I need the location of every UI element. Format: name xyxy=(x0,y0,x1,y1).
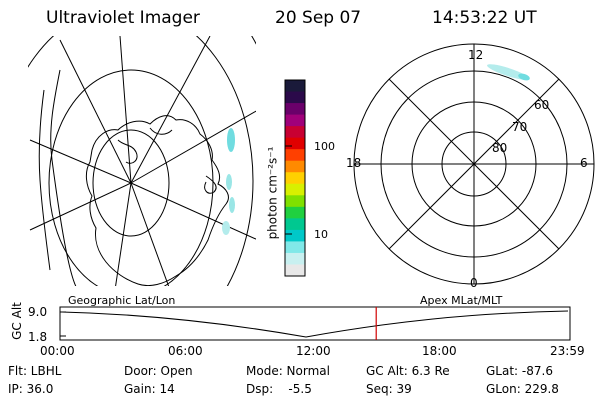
colorbar-band xyxy=(285,195,305,208)
mlat-label-80: 80 xyxy=(492,141,508,155)
colorbar-tick-100: 100 xyxy=(314,140,335,153)
timeline-ytick-low: 1.8 xyxy=(28,330,48,344)
status-gain: Gain: 14 xyxy=(124,382,175,396)
mlat-label-70: 70 xyxy=(512,120,528,134)
colorbar-band xyxy=(285,103,305,116)
status-seq: Seq: 39 xyxy=(366,382,412,396)
status-glon: GLon: 229.8 xyxy=(486,382,559,396)
colorbar-band xyxy=(285,218,305,231)
colorbar-tick-10: 10 xyxy=(314,228,328,241)
colorbar-band xyxy=(285,206,305,219)
colorbar-band xyxy=(285,241,305,254)
timeline-xtick-0600: 06:00 xyxy=(168,344,203,358)
timeline-xtick-1200: 12:00 xyxy=(296,344,331,358)
colorbar-band xyxy=(285,137,305,150)
colorbar-band xyxy=(285,126,305,139)
timeline-xtick-2359: 23:59 xyxy=(550,344,585,358)
colorbar-band xyxy=(285,160,305,173)
status-ip: IP: 36.0 xyxy=(8,382,54,396)
left-panel-title: Geographic Lat/Lon xyxy=(68,294,176,307)
timeline-ytick-high: 9.0 xyxy=(28,305,48,319)
time-label: 14:53:22 UT xyxy=(432,8,537,28)
timeline-xtick-0000: 00:00 xyxy=(40,344,75,358)
mlt-label-6: 6 xyxy=(580,156,588,170)
colorbar-band xyxy=(285,172,305,185)
colorbar-band xyxy=(285,252,305,265)
colorbar-band xyxy=(285,91,305,104)
status-glat: GLat: -87.6 xyxy=(486,364,553,378)
mlat-label-60: 60 xyxy=(534,98,550,112)
colorbar-band xyxy=(285,80,305,93)
status-dsp: Dsp: -5.5 xyxy=(246,382,312,396)
right-panel-title: Apex MLat/MLT xyxy=(420,294,503,307)
mlt-label-12: 12 xyxy=(468,48,484,62)
colorbar-band xyxy=(285,149,305,162)
instrument-title: Ultraviolet Imager xyxy=(46,8,200,28)
status-mode: Mode: Normal xyxy=(246,364,330,378)
mlt-label-0: 0 xyxy=(470,276,478,290)
date-label: 20 Sep 07 xyxy=(275,8,362,28)
status-filter: Flt: LBHL xyxy=(8,364,62,378)
mlt-label-18: 18 xyxy=(346,156,362,170)
timeline-ylabel: GC Alt xyxy=(9,302,24,340)
colorbar-band xyxy=(285,114,305,127)
colorbar-band xyxy=(285,229,305,242)
colorbar-band xyxy=(285,183,305,196)
timeline-xtick-1800: 18:00 xyxy=(422,344,457,358)
colorbar-band xyxy=(285,264,305,277)
status-gc-alt: GC Alt: 6.3 Re xyxy=(366,364,450,378)
colorbar-bands xyxy=(285,80,305,277)
status-door: Door: Open xyxy=(124,364,193,378)
